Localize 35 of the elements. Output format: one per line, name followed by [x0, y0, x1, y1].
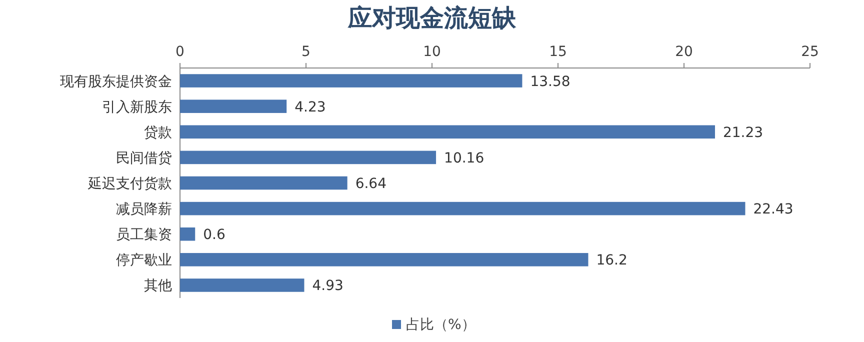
- y-tick-label: 贷款: [144, 124, 172, 141]
- bar: [180, 278, 304, 292]
- y-tick-label: 引入新股东: [102, 99, 172, 116]
- y-tick-label: 减员降薪: [116, 202, 172, 218]
- bar: [180, 125, 715, 139]
- y-tick-label: 民间借贷: [116, 150, 172, 166]
- chart-title: 应对现金流短缺: [347, 4, 517, 32]
- legend-label: 占比（%）: [406, 317, 476, 333]
- y-tick-label: 员工集资: [116, 227, 172, 244]
- x-tick-label: 20: [675, 44, 693, 60]
- data-label: 4.23: [294, 99, 326, 116]
- x-tick-label: 0: [176, 44, 184, 60]
- x-tick-label: 25: [801, 44, 819, 60]
- bar: [180, 150, 436, 164]
- data-label: 16.2: [596, 252, 628, 269]
- data-label: 13.58: [530, 74, 570, 90]
- bar: [180, 74, 522, 88]
- x-tick-label: 5: [302, 44, 310, 60]
- bar: [180, 202, 746, 216]
- data-label: 6.64: [355, 176, 387, 192]
- y-tick-label: 现有股东提供资金: [60, 74, 172, 90]
- y-tick-label: 停产歇业: [116, 252, 172, 269]
- data-label: 10.16: [444, 150, 484, 166]
- y-tick-label: 延迟支付货款: [87, 176, 172, 192]
- bar: [180, 100, 287, 113]
- data-label: 0.6: [203, 227, 226, 244]
- bar: [180, 176, 348, 190]
- y-tick-label: 其他: [144, 278, 172, 294]
- data-label: 4.93: [312, 278, 344, 294]
- x-tick-label: 10: [423, 44, 441, 60]
- x-tick-label: 15: [549, 44, 567, 60]
- data-label: 21.23: [722, 124, 764, 141]
- bar: [180, 253, 588, 266]
- data-label: 22.43: [753, 202, 794, 218]
- bar: [180, 227, 196, 241]
